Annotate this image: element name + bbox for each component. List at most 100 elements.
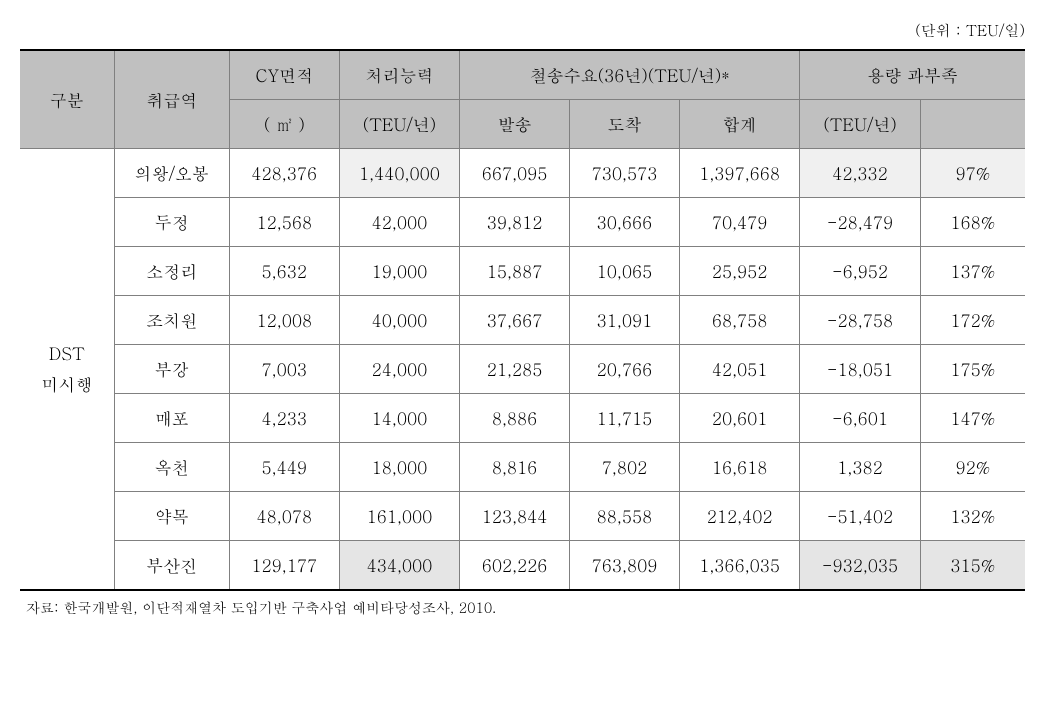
cell-area: 5,632 [229, 247, 339, 296]
cell-surplus-val: -6,601 [800, 394, 920, 443]
table-body: DST미시행의왕/오봉428,3761,440,000667,095730,57… [20, 149, 1025, 591]
table-row: DST미시행의왕/오봉428,3761,440,000667,095730,57… [20, 149, 1025, 198]
cell-send: 8,886 [460, 394, 570, 443]
cell-surplus-val: -28,758 [800, 296, 920, 345]
cell-surplus-val: -28,479 [800, 198, 920, 247]
cell-station: 조치원 [114, 296, 229, 345]
table-row: 부산진129,177434,000602,226763,8091,366,035… [20, 541, 1025, 591]
cell-station: 부강 [114, 345, 229, 394]
cell-total: 20,601 [679, 394, 799, 443]
table-row: 약목48,078161,000123,84488,558212,402-51,4… [20, 492, 1025, 541]
cell-area: 5,449 [229, 443, 339, 492]
cell-surplus-pct: 175% [920, 345, 1025, 394]
cell-arrive: 11,715 [570, 394, 680, 443]
cell-total: 1,366,035 [679, 541, 799, 591]
category-cell: DST미시행 [20, 149, 114, 591]
cell-area: 7,003 [229, 345, 339, 394]
header-surplus-unit: (TEU/년) [800, 100, 920, 149]
cell-station: 옥천 [114, 443, 229, 492]
data-table: 구분 취급역 CY면적 처리능력 철송수요(36년)(TEU/년)* 용량 과부… [20, 49, 1025, 591]
cell-area: 129,177 [229, 541, 339, 591]
cell-surplus-val: -51,402 [800, 492, 920, 541]
cell-arrive: 30,666 [570, 198, 680, 247]
table-container: (단위 : TEU/일) 구분 취급역 CY면적 처리능력 철송수요(36년)(… [20, 20, 1025, 617]
cell-arrive: 763,809 [570, 541, 680, 591]
cell-arrive: 10,065 [570, 247, 680, 296]
cell-station: 소정리 [114, 247, 229, 296]
table-row: 부강7,00324,00021,28520,76642,051-18,05117… [20, 345, 1025, 394]
header-station: 취급역 [114, 50, 229, 149]
cell-station: 약목 [114, 492, 229, 541]
cell-send: 123,844 [460, 492, 570, 541]
cell-area: 12,568 [229, 198, 339, 247]
header-demand-arrive: 도착 [570, 100, 680, 149]
cell-station: 두정 [114, 198, 229, 247]
unit-label: (단위 : TEU/일) [20, 20, 1025, 41]
table-row: 두정12,56842,00039,81230,66670,479-28,4791… [20, 198, 1025, 247]
cell-surplus-pct: 137% [920, 247, 1025, 296]
header-demand-total: 합계 [679, 100, 799, 149]
header-demand-send: 발송 [460, 100, 570, 149]
header-demand-group: 철송수요(36년)(TEU/년)* [460, 50, 800, 100]
cell-surplus-val: -6,952 [800, 247, 920, 296]
cell-arrive: 88,558 [570, 492, 680, 541]
cell-send: 37,667 [460, 296, 570, 345]
cell-surplus-pct: 92% [920, 443, 1025, 492]
cell-capacity: 14,000 [339, 394, 459, 443]
cell-send: 667,095 [460, 149, 570, 198]
cell-area: 4,233 [229, 394, 339, 443]
table-row: 옥천5,44918,0008,8167,80216,6181,38292% [20, 443, 1025, 492]
cell-surplus-val: 42,332 [800, 149, 920, 198]
cell-capacity: 434,000 [339, 541, 459, 591]
cell-capacity: 19,000 [339, 247, 459, 296]
cell-area: 428,376 [229, 149, 339, 198]
header-capacity: 처리능력 [339, 50, 459, 100]
cell-send: 602,226 [460, 541, 570, 591]
cell-surplus-pct: 172% [920, 296, 1025, 345]
cell-total: 70,479 [679, 198, 799, 247]
cell-total: 212,402 [679, 492, 799, 541]
cell-surplus-pct: 147% [920, 394, 1025, 443]
cell-send: 8,816 [460, 443, 570, 492]
cell-total: 68,758 [679, 296, 799, 345]
cell-surplus-pct: 132% [920, 492, 1025, 541]
header-cy-area-unit: ( ㎡ ) [229, 100, 339, 149]
cell-station: 매포 [114, 394, 229, 443]
cell-station: 부산진 [114, 541, 229, 591]
cell-capacity: 1,440,000 [339, 149, 459, 198]
table-row: 조치원12,00840,00037,66731,09168,758-28,758… [20, 296, 1025, 345]
cell-surplus-pct: 168% [920, 198, 1025, 247]
table-row: 소정리5,63219,00015,88710,06525,952-6,95213… [20, 247, 1025, 296]
cell-arrive: 31,091 [570, 296, 680, 345]
header-cy-area: CY면적 [229, 50, 339, 100]
cell-arrive: 20,766 [570, 345, 680, 394]
header-gubun: 구분 [20, 50, 114, 149]
cell-capacity: 40,000 [339, 296, 459, 345]
cell-area: 48,078 [229, 492, 339, 541]
cell-surplus-pct: 315% [920, 541, 1025, 591]
cell-total: 25,952 [679, 247, 799, 296]
cell-total: 16,618 [679, 443, 799, 492]
cell-send: 39,812 [460, 198, 570, 247]
cell-surplus-pct: 97% [920, 149, 1025, 198]
cell-area: 12,008 [229, 296, 339, 345]
cell-total: 1,397,668 [679, 149, 799, 198]
cell-capacity: 18,000 [339, 443, 459, 492]
header-surplus-pct [920, 100, 1025, 149]
cell-surplus-val: 1,382 [800, 443, 920, 492]
cell-arrive: 730,573 [570, 149, 680, 198]
cell-send: 15,887 [460, 247, 570, 296]
header-surplus-group: 용량 과부족 [800, 50, 1025, 100]
header-capacity-unit: (TEU/년) [339, 100, 459, 149]
cell-station: 의왕/오봉 [114, 149, 229, 198]
cell-arrive: 7,802 [570, 443, 680, 492]
cell-capacity: 42,000 [339, 198, 459, 247]
cell-send: 21,285 [460, 345, 570, 394]
table-row: 매포4,23314,0008,88611,71520,601-6,601147% [20, 394, 1025, 443]
source-note: 자료: 한국개발원, 이단적재열차 도입기반 구축사업 예비타당성조사, 201… [20, 597, 1025, 617]
cell-surplus-val: -932,035 [800, 541, 920, 591]
cell-capacity: 24,000 [339, 345, 459, 394]
cell-capacity: 161,000 [339, 492, 459, 541]
cell-total: 42,051 [679, 345, 799, 394]
cell-surplus-val: -18,051 [800, 345, 920, 394]
